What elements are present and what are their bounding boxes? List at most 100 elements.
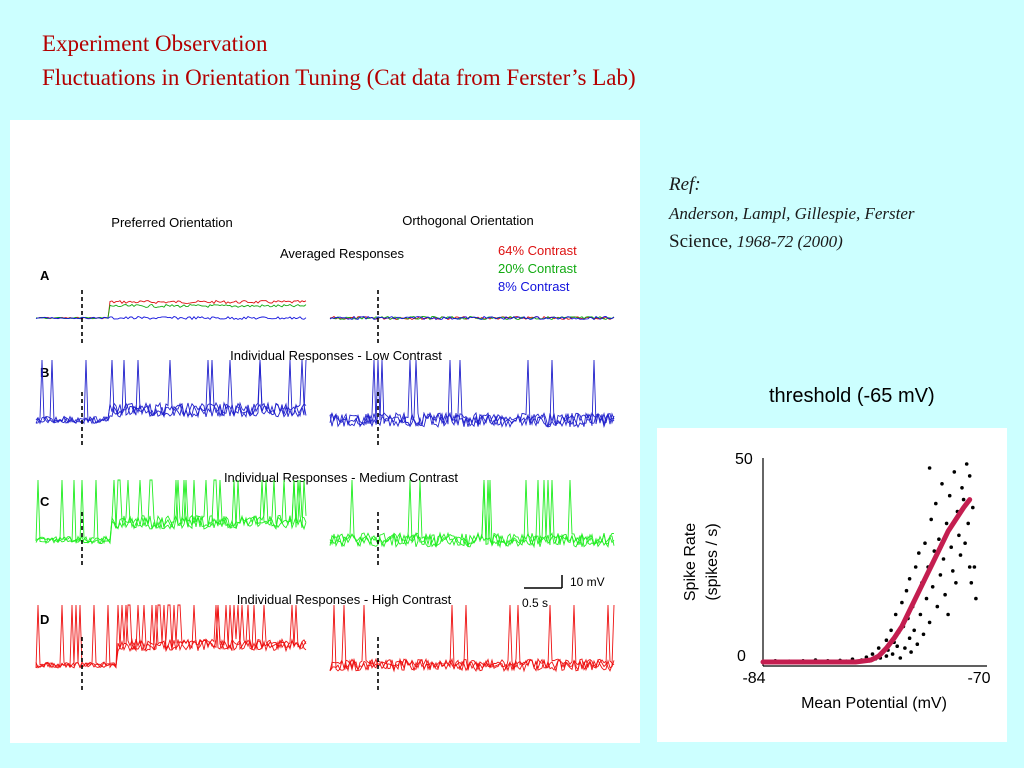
scatter-points — [767, 462, 978, 664]
scatter-point — [954, 581, 958, 585]
legend-64: 64% Contrast — [498, 243, 577, 258]
scatter-point — [903, 646, 907, 650]
scatter-point — [935, 604, 940, 609]
scatter-point — [918, 612, 923, 617]
scatter-point — [938, 573, 943, 577]
legend-20: 20% Contrast — [498, 261, 577, 276]
scatter-point — [932, 549, 937, 553]
voltage-trace — [35, 303, 307, 320]
scatter-point — [969, 581, 974, 585]
ref-journal-name: Science — [669, 231, 729, 252]
col-orthogonal-label: Orthogonal Orientation — [402, 213, 534, 228]
scatter-point — [934, 501, 938, 506]
scatter-point — [966, 521, 970, 526]
scale-bar: 10 mV 0.5 s — [522, 575, 605, 610]
row-b-letter: B — [40, 365, 49, 380]
scatter-point — [937, 537, 941, 541]
scatter-point — [940, 482, 944, 486]
voltage-trace — [329, 604, 615, 673]
scatter-point — [951, 569, 955, 573]
row-b-heading: Individual Responses - Low Contrast — [230, 348, 442, 363]
scatter-point — [960, 486, 964, 490]
scatter-point — [909, 650, 913, 654]
scatter-point — [946, 612, 950, 617]
scatter-chart-panel: 50 0 -84 -70 Mean Potential (mV) Spike R… — [657, 428, 1007, 742]
x-tick-min: -84 — [742, 670, 765, 687]
voltage-trace — [35, 359, 307, 424]
voltage-trace — [35, 299, 307, 320]
scatter-point — [884, 654, 889, 658]
legend-8: 8% Contrast — [498, 279, 570, 294]
voltage-trace — [35, 479, 307, 545]
row-a-heading: Averaged Responses — [280, 246, 405, 261]
voltage-trace — [35, 359, 307, 425]
scatter-point — [967, 565, 972, 569]
voltage-trace — [329, 315, 615, 321]
scatter-point — [941, 557, 946, 561]
row-d-heading: Individual Responses - High Contrast — [237, 592, 452, 607]
scatter-point — [907, 636, 912, 640]
scatter-point — [912, 628, 916, 633]
scatter-point — [900, 600, 904, 605]
scatter-point — [890, 652, 895, 656]
scatter-point — [924, 596, 929, 601]
scatter-point — [971, 505, 975, 510]
ref-citation: Science, 1968-72 (2000) — [669, 231, 843, 253]
membrane-traces-svg: Preferred Orientation Orthogonal Orienta… — [35, 213, 615, 690]
scatter-point — [884, 638, 889, 642]
scatter-point — [930, 585, 935, 589]
scatter-point — [947, 493, 952, 498]
scatter-point — [961, 497, 966, 502]
scatter-point — [974, 596, 978, 601]
slide-title-line2: Fluctuations in Orientation Tuning (Cat … — [42, 65, 636, 90]
voltage-trace — [35, 479, 307, 545]
scatter-point — [904, 588, 909, 593]
scatter-point — [927, 466, 932, 470]
scatter-point — [876, 646, 881, 650]
ref-label: Ref: — [669, 174, 701, 195]
scatter-chart: 50 0 -84 -70 Mean Potential (mV) Spike R… — [682, 451, 991, 712]
traces-layer — [35, 290, 615, 690]
scale-time-label: 0.5 s — [522, 596, 548, 610]
voltage-trace — [35, 359, 307, 425]
ref-citation-rest: , 1968-72 (2000) — [728, 232, 843, 251]
scatter-point — [870, 652, 875, 656]
scatter-point — [895, 644, 899, 648]
scatter-point — [913, 565, 918, 569]
scatter-point — [927, 620, 932, 625]
scatter-point — [889, 628, 893, 633]
scatter-point — [957, 533, 961, 538]
y-tick-50: 50 — [735, 451, 753, 468]
scatter-point — [893, 612, 898, 617]
voltage-trace — [35, 604, 307, 669]
voltage-trace — [35, 604, 307, 669]
scatter-point — [952, 470, 957, 474]
y-tick-0: 0 — [737, 648, 746, 665]
threshold-note: threshold (-65 mV) — [769, 385, 935, 407]
scatter-point — [898, 656, 903, 660]
scatter-point — [958, 553, 963, 557]
slide-title-line1: Experiment Observation — [42, 31, 268, 56]
x-axis-label: Mean Potential (mV) — [801, 695, 947, 712]
scatter-point — [917, 551, 921, 555]
row-c-heading: Individual Responses - Medium Contrast — [224, 470, 458, 485]
scatter-point — [929, 517, 933, 522]
scale-voltage-label: 10 mV — [570, 575, 605, 589]
scatter-point — [972, 565, 977, 569]
scatter-point — [963, 541, 967, 545]
fit-curve — [760, 497, 973, 665]
y-axis-label-1: Spike Rate — [682, 523, 699, 601]
scatter-point — [923, 541, 927, 545]
row-c-letter: C — [40, 494, 50, 509]
scatter-point — [907, 577, 912, 581]
scatter-point — [943, 592, 947, 597]
voltage-trace — [35, 315, 307, 321]
scatter-point — [967, 474, 972, 478]
scatter-point — [915, 642, 920, 646]
row-d-letter: D — [40, 612, 49, 627]
y-axis-label-2: (spikes / s) — [704, 523, 721, 600]
scatter-point — [964, 462, 969, 466]
scatter-point — [921, 632, 926, 637]
scatter-point — [949, 545, 953, 549]
x-tick-max: -70 — [967, 670, 990, 687]
